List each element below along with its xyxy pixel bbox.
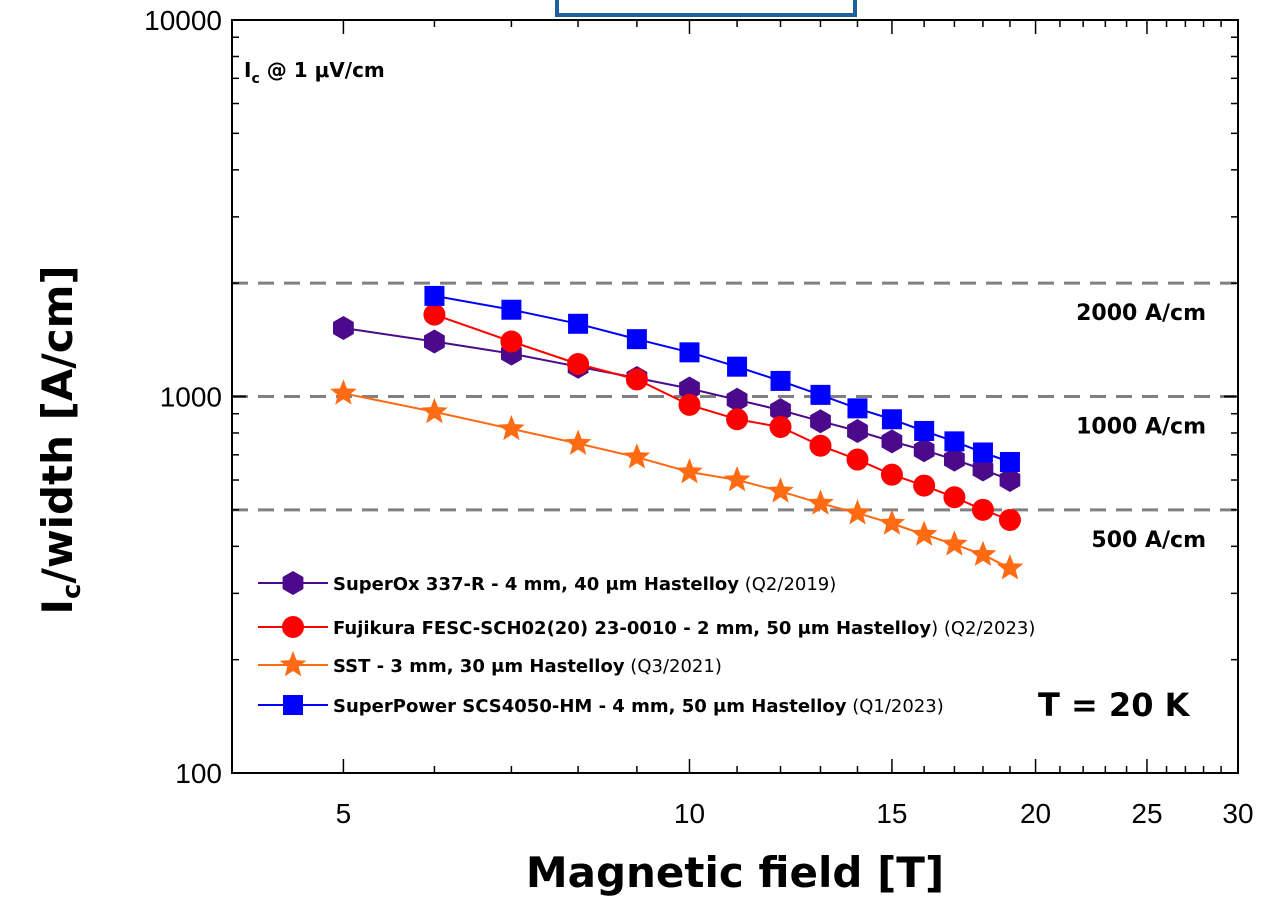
- series-1-point-12: [971, 498, 994, 521]
- x-axis-title: Magnetic field [T]: [526, 848, 944, 897]
- series-2-point-10: [878, 509, 906, 535]
- series-2-point-8: [807, 489, 834, 515]
- series-3-point-1: [501, 299, 522, 320]
- series-0-point-1: [424, 329, 445, 354]
- series-line-0: [343, 327, 1011, 481]
- series-3-point-7: [810, 384, 831, 405]
- series-2-point-4: [623, 443, 651, 469]
- series-2-point-3: [564, 429, 592, 455]
- series-2-point-2: [498, 414, 525, 441]
- series-3-point-4: [679, 342, 700, 363]
- series-0-point-6: [726, 387, 748, 412]
- temperature-label: T = 20 K: [1038, 686, 1191, 724]
- series-3-point-2: [568, 313, 589, 334]
- series-2-point-6: [723, 466, 751, 492]
- series-1-point-7: [809, 434, 832, 457]
- series-0-point-12: [944, 447, 965, 472]
- legend-marker-0: [282, 571, 304, 595]
- series-2-point-1: [421, 397, 448, 424]
- series-1-point-10: [913, 474, 936, 497]
- series-0-point-7: [770, 398, 791, 423]
- x-tick-label-5: 5: [336, 798, 352, 829]
- reference-label-500: 500 A/cm: [1091, 528, 1206, 553]
- y-axis-title-main: I: [33, 599, 82, 615]
- legend-note-0: (Q2/2019): [739, 574, 836, 595]
- series-1-point-13: [998, 508, 1021, 531]
- x-tick-label-15: 15: [876, 798, 907, 829]
- series-1-point-11: [943, 486, 966, 509]
- criterion-rest: @ 1 μV/cm: [260, 58, 385, 82]
- series-1-point-5: [726, 408, 749, 431]
- legend-entry-1: Fujikura FESC-SCH02(20) 23-0010 - 2 mm, …: [333, 618, 1035, 639]
- series-0-point-13: [972, 457, 994, 482]
- series-2-point-14: [996, 554, 1024, 580]
- series-0-point-14: [999, 468, 1021, 492]
- series-0-point-8: [810, 409, 831, 434]
- legend-name-2: SST - 3 mm, 30 μm Hastelloy: [333, 656, 625, 677]
- y-axis-title: Ic/width [A/cm]: [33, 265, 87, 614]
- legend-entry-3: SuperPower SCS4050-HM - 4 mm, 50 μm Hast…: [333, 696, 944, 717]
- series-1-point-9: [880, 463, 903, 486]
- legend-entry-2: SST - 3 mm, 30 μm Hastelloy (Q3/2021): [333, 656, 722, 677]
- series-3-point-11: [944, 431, 965, 452]
- series-1-point-8: [846, 448, 869, 471]
- series-1-point-0: [423, 303, 446, 326]
- criterion-main: I: [244, 58, 251, 82]
- legend-note-1: ) (Q2/2023): [931, 618, 1035, 639]
- series-3-point-5: [727, 356, 748, 377]
- series-2-point-5: [676, 458, 703, 484]
- x-tick-label-30: 30: [1222, 798, 1253, 829]
- series-2-point-13: [969, 540, 997, 566]
- legend-name-1: Fujikura FESC-SCH02(20) 23-0010 - 2 mm, …: [333, 618, 931, 639]
- series-0-point-10: [881, 429, 903, 454]
- series-1-point-1: [500, 330, 523, 353]
- series-1-point-3: [625, 368, 648, 391]
- series-2-point-9: [844, 499, 871, 525]
- series-1-point-6: [769, 415, 792, 438]
- series-3-point-3: [626, 329, 647, 350]
- series-0-point-9: [847, 419, 868, 443]
- y-tick-label-10000: 10000: [144, 5, 222, 36]
- x-tick-label-10: 10: [674, 798, 705, 829]
- y-tick-label-100: 100: [175, 758, 222, 789]
- series-layer: [330, 285, 1024, 580]
- legend-marker-2: [279, 651, 307, 677]
- y-axis-title-rest: /width [A/cm]: [33, 265, 82, 583]
- series-3-point-0: [424, 285, 445, 306]
- legend-name-0: SuperOx 337-R - 4 mm, 40 μm Hastelloy: [333, 574, 739, 595]
- series-3-point-13: [999, 451, 1020, 472]
- reference-label-2000: 2000 A/cm: [1076, 301, 1206, 326]
- y-tick-label-1000: 1000: [160, 382, 222, 413]
- series-2-point-7: [767, 477, 794, 503]
- y-axis-title-sub: c: [57, 584, 87, 599]
- series-3-point-12: [972, 442, 993, 463]
- x-tick-label-25: 25: [1131, 798, 1162, 829]
- reference-label-1000: 1000 A/cm: [1076, 415, 1206, 440]
- series-2-point-11: [910, 520, 938, 546]
- series-3-point-10: [914, 420, 935, 441]
- axis-ticks: 5 10 15 20 25 30 100 1000 10000: [144, 5, 1253, 829]
- legend-marker-1: [282, 616, 304, 638]
- series-3-point-8: [847, 398, 868, 419]
- x-tick-label-20: 20: [1020, 798, 1051, 829]
- series-0-point-0: [333, 316, 354, 340]
- series-1-point-4: [678, 393, 701, 416]
- series-0-point-11: [913, 438, 935, 463]
- series-2-point-0: [330, 379, 357, 405]
- series-2-point-12: [941, 530, 968, 556]
- top-inset-box-edge: [555, 0, 857, 17]
- criterion-sub: c: [251, 71, 259, 87]
- criterion-label: Ic @ 1 μV/cm: [244, 58, 385, 87]
- legend-marker-3: [283, 695, 303, 715]
- legend-note-2: (Q3/2021): [625, 656, 722, 677]
- series-3-point-9: [881, 409, 902, 430]
- legend-name-3: SuperPower SCS4050-HM - 4 mm, 50 μm Hast…: [333, 696, 847, 717]
- legend-note-3: (Q1/2023): [846, 696, 943, 717]
- series-3-point-6: [770, 370, 791, 391]
- legend: SuperOx 337-R - 4 mm, 40 μm Hastelloy (Q…: [258, 571, 1035, 717]
- series-0-point-5: [679, 376, 700, 401]
- legend-entry-0: SuperOx 337-R - 4 mm, 40 μm Hastelloy (Q…: [333, 574, 836, 595]
- series-1-point-2: [567, 352, 590, 375]
